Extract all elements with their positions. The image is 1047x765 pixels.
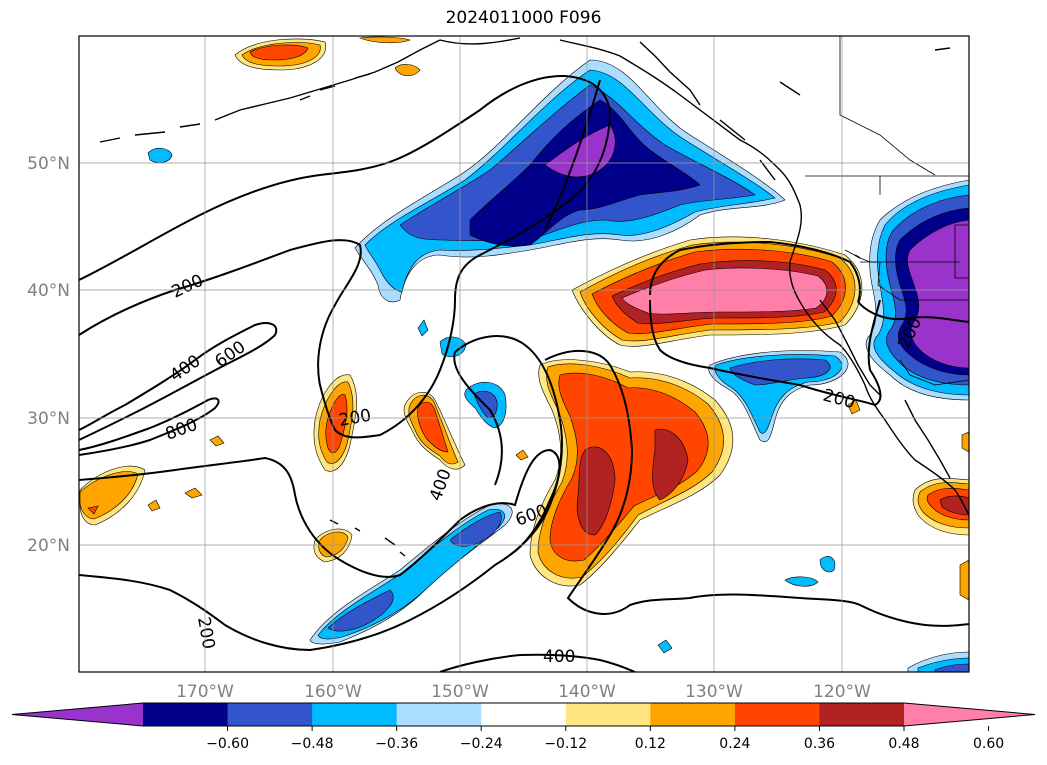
political-boundaries — [805, 36, 969, 386]
colorbar-tick-label: −0.60 — [206, 736, 249, 752]
lat-label-30n: 30°N — [27, 409, 70, 429]
colorbar-segment — [396, 703, 482, 726]
colorbar-outline — [11, 702, 1036, 727]
colorbar-segment — [819, 703, 905, 726]
colorbar-tick-label: −0.24 — [460, 736, 503, 752]
lat-label-40n: 40°N — [27, 281, 70, 301]
lon-label-170w: 170°W — [176, 682, 234, 702]
colorbar-tick-label: −0.36 — [375, 736, 418, 752]
colorbar-segment — [227, 703, 313, 726]
colorbar: −0.60 −0.48 −0.36 −0.24 −0.12 0.12 0.24 0.36 0.4… — [11, 702, 1036, 752]
contour-label: 400 — [543, 647, 575, 667]
colorbar-tick-label: 0.36 — [804, 736, 835, 752]
lat-label-50n: 50°N — [27, 154, 70, 174]
lon-label-120w: 120°W — [813, 682, 871, 702]
latitude-labels: 50°N 40°N 30°N 20°N — [27, 154, 70, 556]
lon-label-150w: 150°W — [431, 682, 489, 702]
lon-label-130w: 130°W — [685, 682, 743, 702]
lon-label-160w: 160°W — [304, 682, 362, 702]
colorbar-segment — [734, 703, 820, 726]
colorbar-segment — [481, 703, 567, 726]
colorbar-segment — [12, 703, 143, 726]
gridlines — [79, 36, 969, 672]
colorbar-segment — [312, 703, 398, 726]
lon-label-140w: 140°W — [558, 682, 616, 702]
colorbar-tick-label: 0.12 — [635, 736, 666, 752]
colorbar-segment — [650, 703, 736, 726]
colorbar-segment — [904, 703, 1035, 726]
colorbar-segment — [565, 703, 651, 726]
map-frame — [78, 35, 970, 673]
longitude-labels: 170°W 160°W 150°W 140°W 130°W 120°W — [176, 682, 871, 702]
colorbar-tick-label: 0.48 — [888, 736, 919, 752]
colorbar-tick-label: −0.48 — [291, 736, 334, 752]
negative-anomaly-areas — [147, 59, 969, 672]
colorbar-tick-label: 0.24 — [719, 736, 750, 752]
colorbar-segment — [143, 703, 229, 726]
height-contours — [79, 74, 969, 672]
colorbar-tick-label: −0.12 — [544, 736, 587, 752]
map-panel: 200 400 600 800 200 400 600 200 200 200 … — [78, 35, 970, 673]
lat-label-20n: 20°N — [27, 536, 70, 556]
coastlines — [99, 37, 969, 557]
colorbar-tick-label: 0.60 — [973, 736, 1004, 752]
map-title: 2024011000 F096 — [445, 8, 602, 28]
